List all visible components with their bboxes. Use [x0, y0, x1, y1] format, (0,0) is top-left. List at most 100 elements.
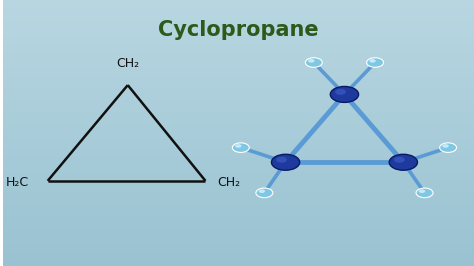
Bar — [3, 77, 474, 78]
Bar — [3, 130, 474, 132]
Text: CH₂: CH₂ — [116, 57, 139, 70]
Bar — [3, 242, 474, 243]
Bar — [3, 41, 474, 43]
Bar — [3, 101, 474, 102]
Bar — [3, 190, 474, 192]
Bar — [3, 1, 474, 3]
Bar — [3, 8, 474, 9]
Bar — [3, 51, 474, 52]
Bar — [3, 146, 474, 148]
Bar — [3, 110, 474, 112]
Bar — [3, 200, 474, 201]
Bar — [3, 219, 474, 221]
Circle shape — [235, 144, 241, 148]
Bar — [3, 104, 474, 105]
Bar — [3, 180, 474, 181]
Bar — [3, 124, 474, 125]
Bar — [3, 192, 474, 193]
Bar — [3, 207, 474, 209]
Bar — [3, 132, 474, 133]
Bar — [3, 114, 474, 116]
Bar — [3, 102, 474, 104]
Bar — [3, 112, 474, 113]
Bar — [3, 218, 474, 219]
Circle shape — [416, 188, 433, 198]
Bar — [3, 37, 474, 39]
Bar — [3, 88, 474, 89]
Bar — [3, 263, 474, 265]
Bar — [3, 258, 474, 259]
Bar — [3, 59, 474, 60]
Bar — [3, 196, 474, 197]
Bar — [3, 153, 474, 154]
Bar — [3, 221, 474, 222]
Bar — [3, 89, 474, 90]
Bar — [3, 231, 474, 233]
Bar — [3, 17, 474, 19]
Bar — [3, 141, 474, 142]
Bar — [3, 100, 474, 101]
Bar — [3, 255, 474, 257]
Circle shape — [330, 86, 359, 102]
Bar — [3, 243, 474, 245]
Bar — [3, 178, 474, 180]
Bar — [3, 225, 474, 226]
Bar — [3, 21, 474, 23]
Bar — [3, 106, 474, 108]
Bar — [3, 40, 474, 41]
Bar — [3, 74, 474, 76]
Bar — [3, 57, 474, 59]
Bar — [3, 265, 474, 266]
Bar — [3, 189, 474, 190]
Bar — [3, 13, 474, 15]
Bar — [3, 3, 474, 4]
Bar — [3, 194, 474, 196]
Bar — [3, 121, 474, 122]
Bar — [3, 188, 474, 189]
Bar — [3, 86, 474, 88]
Bar — [3, 11, 474, 12]
Bar — [3, 230, 474, 231]
Bar — [3, 28, 474, 29]
Bar — [3, 125, 474, 126]
Bar — [3, 154, 474, 156]
Bar — [3, 162, 474, 164]
Bar — [3, 12, 474, 13]
Bar — [3, 52, 474, 53]
Bar — [3, 161, 474, 162]
Bar — [3, 158, 474, 160]
Circle shape — [272, 154, 300, 170]
Circle shape — [232, 143, 249, 152]
Bar — [3, 233, 474, 234]
Bar — [3, 186, 474, 188]
Bar — [3, 177, 474, 178]
Bar — [3, 82, 474, 84]
Bar — [3, 213, 474, 214]
Bar — [3, 48, 474, 49]
Bar — [3, 251, 474, 253]
Bar — [3, 261, 474, 262]
Bar — [3, 182, 474, 184]
Bar — [3, 247, 474, 249]
Bar — [3, 44, 474, 45]
Bar — [3, 203, 474, 205]
Bar — [3, 166, 474, 168]
Bar — [3, 209, 474, 210]
Bar — [3, 65, 474, 66]
Bar — [3, 126, 474, 128]
Bar — [3, 205, 474, 206]
Bar — [3, 170, 474, 172]
Bar — [3, 262, 474, 263]
Bar — [3, 19, 474, 20]
Circle shape — [259, 189, 265, 193]
Bar — [3, 198, 474, 200]
Circle shape — [369, 59, 376, 63]
Bar — [3, 5, 474, 7]
Bar — [3, 117, 474, 118]
Bar — [3, 43, 474, 44]
Bar — [3, 210, 474, 211]
Bar — [3, 185, 474, 186]
Bar — [3, 70, 474, 72]
Bar — [3, 35, 474, 36]
Bar — [3, 45, 474, 47]
